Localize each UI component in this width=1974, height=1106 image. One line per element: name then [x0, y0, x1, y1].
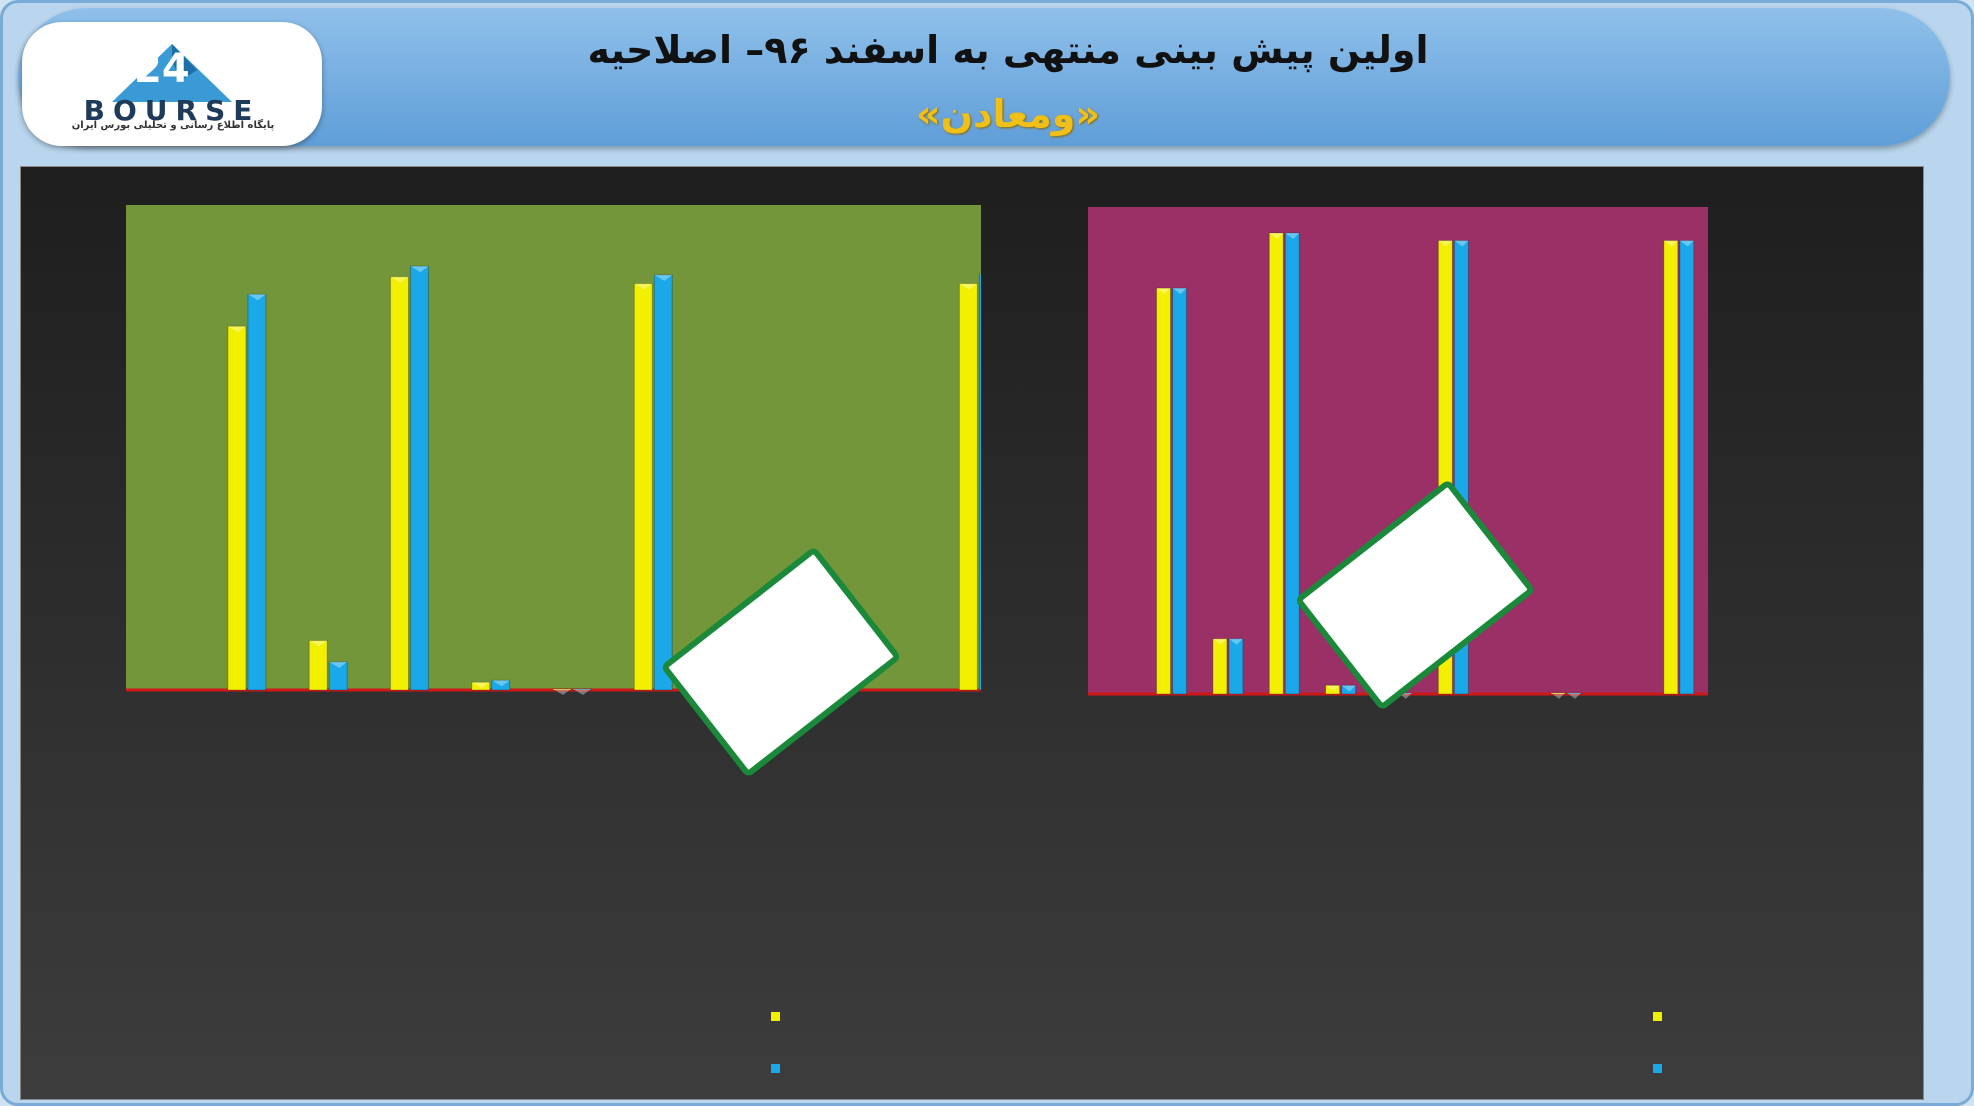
logo-number: 24: [134, 46, 190, 92]
bar-yellow: [633, 283, 653, 691]
stamp-box: [662, 548, 900, 776]
bar-blue: [1679, 240, 1695, 695]
bar-cap: [1269, 232, 1284, 239]
bar-cap: [247, 294, 266, 301]
bar-blue: [1284, 232, 1300, 695]
page-title: اولین پیش بینی منتهی به اسفند ۹۶– اصلاحی…: [587, 28, 1429, 72]
bar-cap: [979, 273, 981, 275]
logo: 24 BOURSE پایگاه اطلاع رسانی و تحلیلی بو…: [22, 22, 322, 146]
charts-panel: [20, 166, 1924, 1100]
bar-cap: [1212, 638, 1227, 645]
legend-swatch-yellow: [771, 1012, 780, 1021]
bar-cap: [1663, 240, 1678, 247]
bar-cap: [1285, 232, 1300, 239]
logo-wordmark: BOURSE: [84, 94, 261, 127]
bar-cap: [309, 640, 328, 647]
bar-blue: [1172, 287, 1188, 695]
legend-swatch-blue: [1653, 1064, 1662, 1073]
page-subtitle: «ومعادن»: [916, 92, 1100, 136]
bar-yellow: [1325, 684, 1341, 695]
bar-blue: [653, 274, 673, 691]
header-banner: اولین پیش بینی منتهی به اسفند ۹۶– اصلاحی…: [18, 8, 1950, 146]
bar-cap: [410, 266, 429, 273]
logo-tagline: پایگاه اطلاع رسانی و تحلیلی بورس ایران: [71, 120, 275, 131]
bar-blue: [978, 273, 981, 691]
bar-yellow: [227, 325, 247, 691]
bar-yellow: [1268, 232, 1284, 695]
annotation-stamp: [1296, 481, 1534, 709]
bar-cap: [471, 682, 490, 689]
bar-cap: [1341, 685, 1356, 692]
bar-cap: [1679, 240, 1694, 247]
bar-cap: [1567, 692, 1582, 699]
bar-yellow: [958, 283, 978, 691]
bar-cap: [573, 689, 591, 696]
bar-blue: [491, 679, 511, 691]
legend-swatch-yellow: [1653, 1012, 1662, 1021]
bar-cap: [1228, 638, 1243, 645]
bar-blue: [409, 265, 429, 691]
stamp-box: [1296, 481, 1534, 709]
bar-yellow: [1663, 240, 1679, 695]
bar-blue: [1228, 638, 1244, 695]
bar-yellow: [471, 681, 491, 691]
logo-mountain-icon: [112, 44, 232, 102]
logo-graphic: 24 BOURSE: [84, 44, 261, 127]
bar-cap: [1551, 692, 1566, 699]
bar-yellow: [552, 688, 572, 691]
bar-cap: [1454, 240, 1469, 247]
legend-swatch-blue: [771, 1064, 780, 1073]
bar-cap: [654, 274, 673, 281]
bar-cap: [227, 326, 246, 333]
bar-blue: [572, 688, 592, 691]
bar-blue: [328, 661, 348, 691]
bar-blue: [1341, 684, 1357, 695]
bar-cap: [959, 283, 978, 290]
bar-cap: [390, 276, 409, 283]
bar-blue: [1566, 692, 1582, 695]
bar-yellow: [1156, 287, 1172, 695]
bar-yellow: [389, 276, 409, 691]
bar-yellow: [1212, 638, 1228, 695]
bar-cap: [634, 283, 653, 290]
bar-blue: [247, 293, 267, 691]
annotation-stamp: [662, 548, 900, 776]
bar-cap: [1156, 288, 1171, 295]
bar-cap: [329, 661, 348, 668]
bar-cap: [1172, 288, 1187, 295]
chart-right: [1088, 207, 1708, 1073]
bar-cap: [553, 689, 571, 696]
bar-cap: [491, 680, 510, 687]
chart-left: [126, 205, 981, 1073]
bar-yellow: [1550, 692, 1566, 695]
bar-cap: [1438, 240, 1453, 247]
bar-cap: [1325, 685, 1340, 692]
bar-yellow: [308, 640, 328, 691]
